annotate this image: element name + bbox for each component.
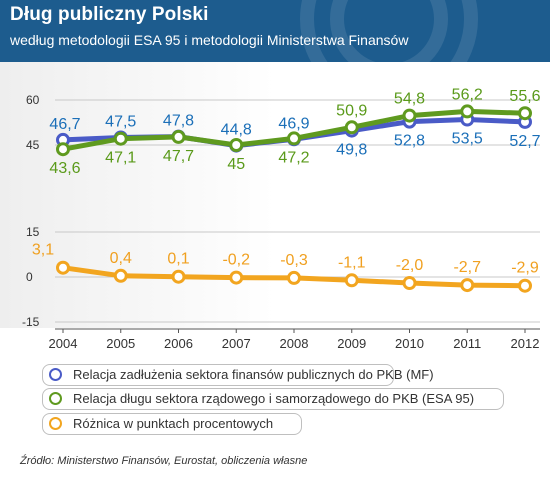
x-tick-label: 2011 [453,336,481,351]
legend-marker-esa [49,392,62,405]
x-tick-label: 2004 [49,336,78,351]
data-point-diff [344,273,359,288]
data-point-esa [402,108,417,123]
data-point-diff [518,278,532,293]
data-label-diff: 0,4 [110,250,132,267]
data-label-esa: 47,2 [278,149,309,166]
data-label-mf: 52,7 [509,133,540,150]
legend-item-mf: Relacja zadłużenia sektora finansów publ… [42,364,434,386]
data-point-diff [171,269,186,284]
data-point-esa [460,104,475,119]
y-tick-label: 0 [26,270,33,284]
x-tick-label: 2010 [395,336,424,351]
data-label-diff: -2,0 [396,257,424,274]
data-label-mf: 49,8 [336,142,367,159]
data-label-diff: -0,2 [222,252,250,269]
data-label-esa: 56,2 [452,86,483,103]
data-label-diff: -2,9 [511,260,539,277]
line-chart: 45 60 -15 0 15 2004 2005 2006 2007 2008 2009 2010 20… [0,62,550,351]
data-label-esa: 43,6 [49,160,80,177]
data-label-mf: 47,8 [163,113,194,130]
data-label-mf: 47,5 [105,114,136,131]
chart-header: Dług publiczny Polski według metodologii… [0,0,550,62]
data-label-diff: -0,3 [280,252,308,269]
legend-marker-mf [49,368,62,381]
source-note: Źródło: Ministerstwo Finansów, Eurostat,… [20,455,308,467]
legend-label-esa: Relacja długu sektora rządowego i samorz… [73,391,475,406]
x-tick-label: 2012 [511,336,540,351]
x-tick-label: 2005 [106,336,135,351]
y-tick-label: 60 [26,93,40,107]
y-tick-label: 45 [26,138,40,152]
data-label-esa: 50,9 [336,102,367,119]
data-label-mf: 53,5 [452,131,483,148]
data-point-diff [287,270,301,285]
data-label-diff: -1,1 [338,254,366,271]
data-point-diff [229,270,244,285]
chart-subtitle: według metodologii ESA 95 i metodologii … [10,32,409,48]
data-label-mf: 52,8 [394,133,425,150]
data-point-esa [171,129,186,144]
y-tick-label: -15 [22,315,40,329]
data-label-esa: 47,7 [163,148,194,165]
data-label-esa: 47,1 [105,150,136,167]
chart-title: Dług publiczny Polski [10,4,209,25]
x-tick-label: 2008 [280,336,309,351]
data-point-esa [113,131,128,146]
data-point-esa [287,131,301,146]
data-point-diff [113,268,128,283]
x-tick-label: 2006 [164,336,193,351]
watermark-ring [330,0,448,62]
data-label-esa: 45 [227,156,245,173]
data-point-esa [518,106,532,121]
legend-label-diff: Różnica w punktach procentowych [73,416,274,431]
data-label-diff: 0,1 [167,251,189,268]
data-label-diff: 3,1 [32,242,54,259]
x-tick-label: 2009 [337,336,366,351]
data-point-esa [229,138,244,152]
x-tick-label: 2007 [222,336,251,351]
legend-item-esa: Relacja długu sektora rządowego i samorz… [42,388,504,410]
data-point-diff [402,276,417,290]
data-label-esa: 54,8 [394,91,425,108]
y-tick-label: 15 [26,225,40,239]
data-point-esa [56,142,70,157]
data-label-diff: -2,7 [453,259,481,276]
legend-label-mf: Relacja zadłużenia sektora finansów publ… [73,367,434,382]
data-point-esa [344,120,359,135]
data-label-esa: 55,6 [509,88,540,105]
data-label-mf: 46,9 [278,115,309,132]
data-point-diff [460,278,475,293]
data-label-mf: 46,7 [49,116,80,133]
legend-marker-diff [49,417,62,430]
data-point-diff [56,260,70,275]
legend-item-diff: Różnica w punktach procentowych [42,413,302,435]
data-label-mf: 44,8 [221,122,252,139]
